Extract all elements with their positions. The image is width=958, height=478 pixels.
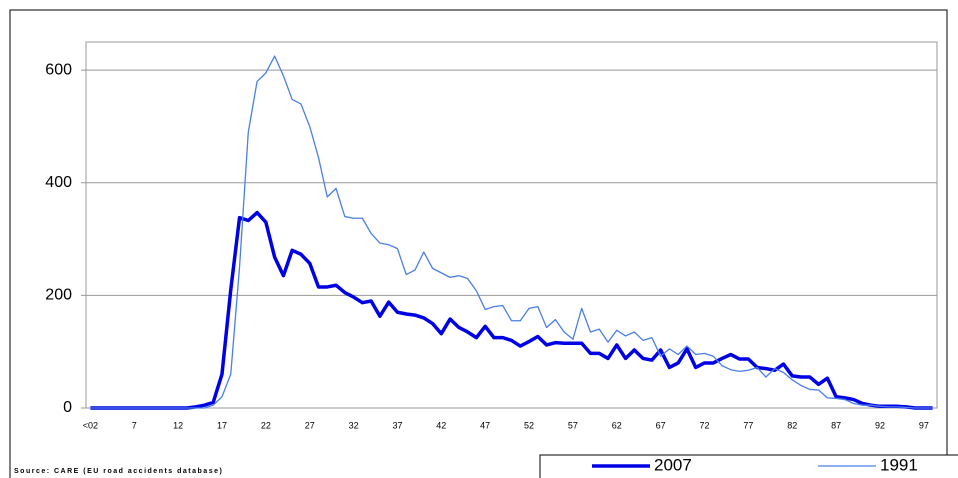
x-tick-label: 67 xyxy=(656,420,666,430)
source-note: Source: CARE (EU road accidents database… xyxy=(14,468,223,475)
x-tick-label: 47 xyxy=(480,420,490,430)
x-tick-label: 77 xyxy=(743,420,753,430)
series-line xyxy=(90,55,933,409)
legend-label: 2007 xyxy=(654,455,692,474)
series-line xyxy=(90,210,933,410)
x-tick-label: 42 xyxy=(436,420,446,430)
x-tick-label: 37 xyxy=(392,420,402,430)
x-tick-label: 72 xyxy=(700,420,710,430)
x-tick-label: <02 xyxy=(83,420,98,430)
x-tick-label: 12 xyxy=(173,420,183,430)
x-tick-label: 62 xyxy=(612,420,622,430)
x-tick-label: 7 xyxy=(132,420,137,430)
x-tick-label: 97 xyxy=(919,420,929,430)
y-tick-label: 0 xyxy=(63,399,72,416)
legend xyxy=(539,454,958,478)
x-tick-label: 27 xyxy=(305,420,315,430)
x-tick-label: 17 xyxy=(217,420,227,430)
legend-label: 1991 xyxy=(880,455,918,474)
x-tick-label: 92 xyxy=(875,420,885,430)
y-tick-label: 200 xyxy=(45,287,72,304)
plot-area xyxy=(85,41,938,409)
x-tick-label: 52 xyxy=(524,420,534,430)
x-tick-label: 32 xyxy=(349,420,359,430)
x-tick-label: 82 xyxy=(787,420,797,430)
frame xyxy=(9,9,948,478)
x-tick-label: 22 xyxy=(261,420,271,430)
x-tick-label: 57 xyxy=(568,420,578,430)
x-tick-label: 87 xyxy=(831,420,841,430)
y-tick-label: 600 xyxy=(45,61,72,78)
y-tick-label: 400 xyxy=(45,174,72,191)
